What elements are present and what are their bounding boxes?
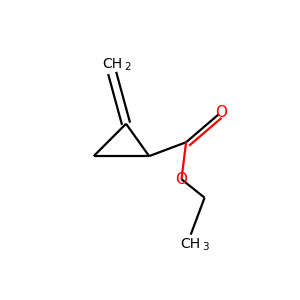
Text: CH: CH — [102, 57, 122, 71]
Text: O: O — [176, 172, 188, 187]
Text: CH: CH — [181, 237, 201, 251]
Text: 3: 3 — [202, 242, 209, 252]
Text: O: O — [215, 105, 227, 120]
Text: 2: 2 — [124, 62, 130, 72]
